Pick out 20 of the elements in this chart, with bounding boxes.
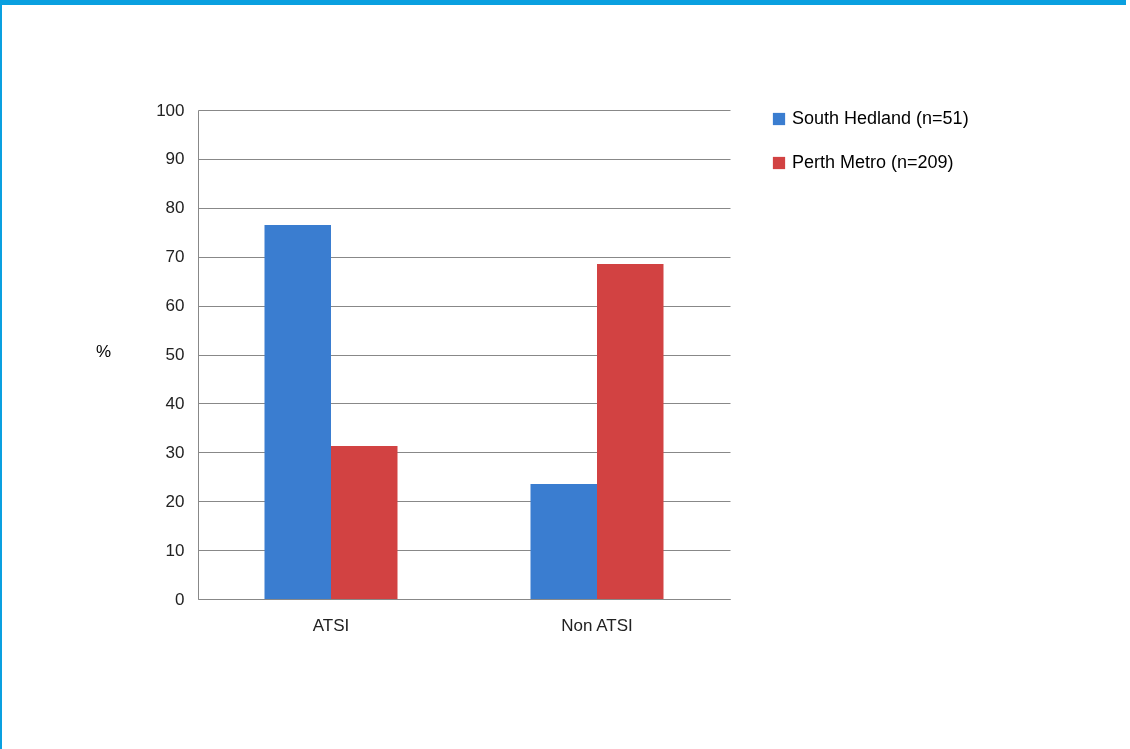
y-tick-label: 40 (165, 393, 185, 413)
y-tick-label: 100 (156, 100, 185, 120)
bar (264, 224, 331, 599)
y-tick-label: 20 (165, 491, 185, 511)
y-tick-label: 30 (165, 442, 185, 462)
bar (597, 264, 664, 599)
legend-label: South Hedland (n=51) (792, 108, 969, 128)
y-tick-label: 50 (165, 345, 185, 364)
y-tick-label: 90 (165, 149, 185, 169)
x-tick-label: ATSI (312, 615, 350, 635)
y-tick-label: 60 (165, 296, 185, 316)
y-tick-label: 70 (165, 247, 185, 267)
x-tick-label: Non ATSI (561, 615, 633, 635)
y-axis-title: % (95, 341, 112, 361)
y-tick-label: 10 (165, 540, 185, 560)
y-tick-label: 80 (165, 198, 185, 218)
legend-label: Perth Metro (n=209) (792, 152, 954, 172)
bar (530, 484, 597, 599)
y-tick-label: 0 (175, 589, 185, 609)
bar (331, 445, 398, 599)
